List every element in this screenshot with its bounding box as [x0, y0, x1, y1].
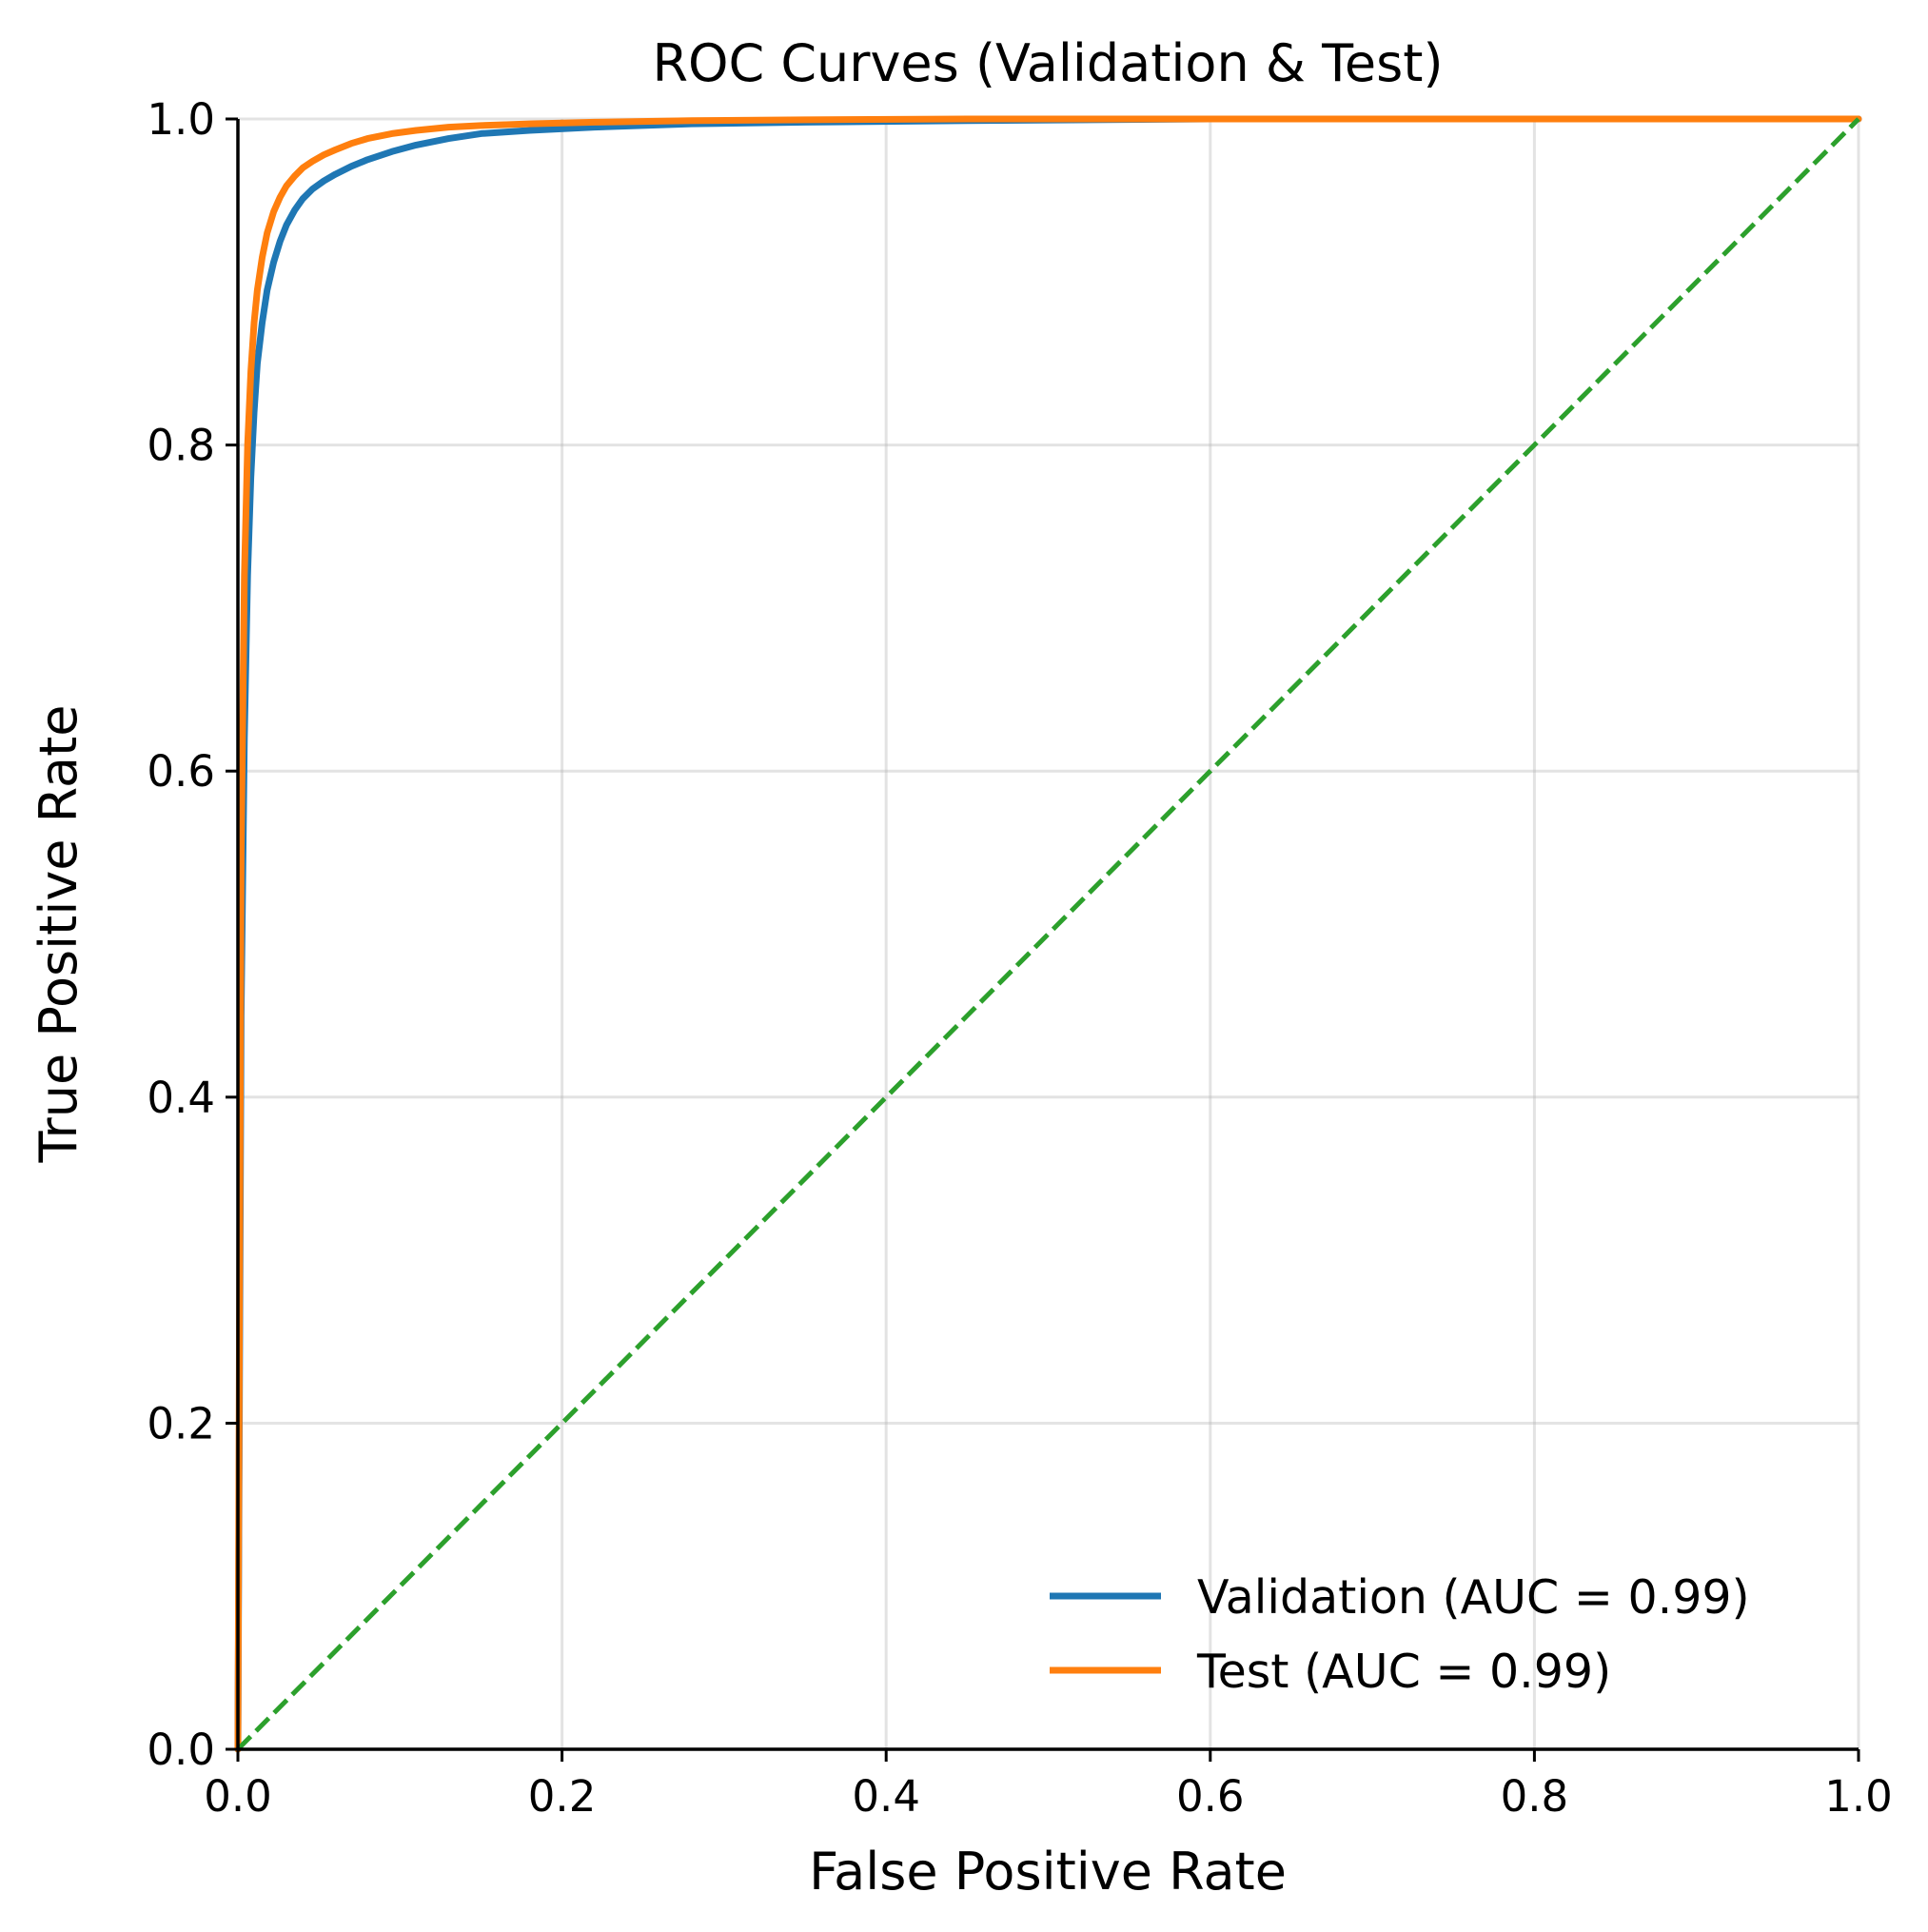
- y-tick-label: 0.0: [147, 1725, 215, 1775]
- axes: [236, 119, 1859, 1751]
- x-axis-label: False Positive Rate: [809, 1842, 1287, 1902]
- chart-title: ROC Curves (Validation & Test): [652, 33, 1443, 93]
- y-axis-label: True Positive Rate: [29, 704, 89, 1163]
- y-tick-label: 0.8: [147, 421, 215, 471]
- x-tick-label: 0.8: [1501, 1771, 1569, 1822]
- x-tick-label: 0.4: [852, 1771, 920, 1822]
- y-tick-label: 0.4: [147, 1073, 215, 1123]
- y-axis-ticks: 0.0 0.2 0.4 0.6 0.8 1.0: [147, 94, 238, 1775]
- y-tick-label: 0.6: [147, 746, 215, 797]
- y-tick-label: 1.0: [147, 94, 215, 145]
- chance-diagonal-line: [236, 117, 1860, 1751]
- x-tick-label: 1.0: [1824, 1771, 1893, 1822]
- x-tick-label: 0.6: [1176, 1771, 1245, 1822]
- legend-label-validation: Validation (AUC = 0.99): [1197, 1570, 1750, 1625]
- x-axis-ticks: 0.0 0.2 0.4 0.6 0.8 1.0: [204, 1749, 1893, 1822]
- legend: Validation (AUC = 0.99) Test (AUC = 0.99…: [1050, 1570, 1750, 1699]
- y-tick-label: 0.2: [147, 1398, 215, 1449]
- series-layer: [234, 115, 1862, 1753]
- x-tick-label: 0.2: [528, 1771, 597, 1822]
- legend-label-test: Test (AUC = 0.99): [1196, 1645, 1611, 1699]
- series-line-test: [234, 115, 1862, 1753]
- x-tick-label: 0.0: [204, 1771, 272, 1822]
- grid: [236, 117, 1860, 1751]
